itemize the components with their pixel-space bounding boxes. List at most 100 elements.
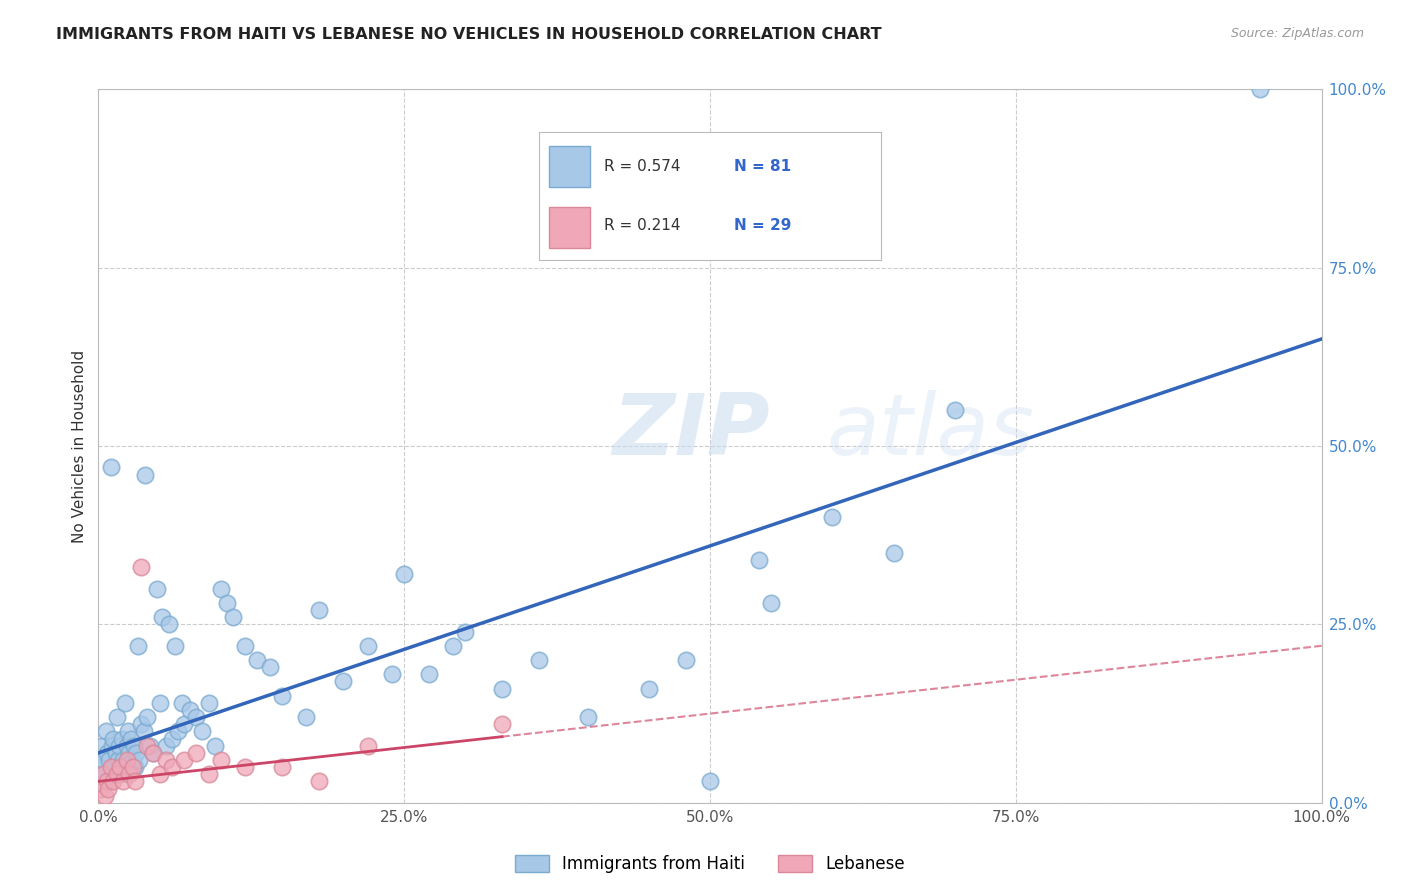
- Text: IMMIGRANTS FROM HAITI VS LEBANESE NO VEHICLES IN HOUSEHOLD CORRELATION CHART: IMMIGRANTS FROM HAITI VS LEBANESE NO VEH…: [56, 27, 882, 42]
- Point: [197, 767, 219, 781]
- Point: [576, 710, 599, 724]
- Point: [209, 753, 232, 767]
- Point: [204, 739, 226, 753]
- Point: [121, 760, 143, 774]
- Point: [139, 739, 162, 753]
- Text: Source: ZipAtlas.com: Source: ZipAtlas.com: [1230, 27, 1364, 40]
- Point: [233, 639, 256, 653]
- Point: [748, 553, 770, 567]
- Point: [108, 739, 131, 753]
- Point: [222, 610, 245, 624]
- Point: [129, 560, 152, 574]
- Point: [157, 617, 180, 632]
- Point: [104, 746, 127, 760]
- Point: [233, 760, 256, 774]
- Point: [115, 753, 138, 767]
- Point: [167, 724, 190, 739]
- Point: [91, 753, 114, 767]
- Text: atlas: atlas: [827, 390, 1035, 474]
- Point: [699, 774, 721, 789]
- Point: [115, 739, 138, 753]
- Point: [111, 731, 134, 746]
- Point: [173, 717, 195, 731]
- Point: [98, 753, 121, 767]
- Point: [90, 781, 112, 796]
- Point: [101, 774, 124, 789]
- Point: [93, 767, 115, 781]
- Point: [91, 767, 114, 781]
- Point: [418, 667, 440, 681]
- Point: [149, 767, 172, 781]
- Point: [491, 681, 513, 696]
- Y-axis label: No Vehicles in Household: No Vehicles in Household: [72, 350, 87, 542]
- Point: [209, 582, 232, 596]
- Point: [107, 753, 129, 767]
- Point: [155, 739, 177, 753]
- Point: [120, 731, 142, 746]
- Point: [101, 739, 124, 753]
- Point: [105, 767, 128, 781]
- Point: [332, 674, 354, 689]
- Point: [160, 731, 183, 746]
- Point: [155, 753, 177, 767]
- Point: [356, 739, 378, 753]
- Point: [94, 724, 117, 739]
- Point: [110, 767, 132, 781]
- Point: [103, 760, 125, 774]
- Point: [149, 696, 172, 710]
- Point: [454, 624, 477, 639]
- Point: [150, 610, 173, 624]
- Point: [100, 460, 122, 475]
- Point: [170, 696, 193, 710]
- Point: [136, 710, 159, 724]
- Point: [191, 724, 214, 739]
- Point: [110, 760, 132, 774]
- Point: [134, 467, 156, 482]
- Point: [381, 667, 404, 681]
- Point: [146, 582, 169, 596]
- Point: [120, 760, 142, 774]
- Point: [128, 753, 150, 767]
- Legend: Immigrants from Haiti, Lebanese: Immigrants from Haiti, Lebanese: [509, 848, 911, 880]
- Point: [259, 660, 281, 674]
- Point: [97, 774, 120, 789]
- Point: [356, 639, 378, 653]
- Point: [215, 596, 238, 610]
- Point: [111, 753, 134, 767]
- Point: [124, 760, 146, 774]
- Point: [136, 739, 159, 753]
- Point: [441, 639, 464, 653]
- Point: [186, 746, 208, 760]
- Text: ZIP: ZIP: [612, 390, 770, 474]
- Point: [165, 639, 187, 653]
- Point: [93, 789, 115, 803]
- Point: [129, 717, 152, 731]
- Point: [142, 746, 165, 760]
- Point: [197, 696, 219, 710]
- Point: [295, 710, 318, 724]
- Point: [638, 681, 661, 696]
- Point: [118, 767, 141, 781]
- Point: [96, 774, 118, 789]
- Point: [308, 603, 330, 617]
- Point: [125, 746, 148, 760]
- Point: [124, 774, 146, 789]
- Point: [112, 760, 135, 774]
- Point: [270, 689, 294, 703]
- Point: [105, 710, 128, 724]
- Point: [132, 724, 155, 739]
- Point: [118, 746, 141, 760]
- Point: [122, 739, 145, 753]
- Point: [111, 774, 134, 789]
- Point: [270, 760, 294, 774]
- Point: [97, 781, 120, 796]
- Point: [246, 653, 269, 667]
- Point: [91, 739, 114, 753]
- Point: [392, 567, 416, 582]
- Point: [943, 403, 966, 417]
- Point: [100, 760, 122, 774]
- Point: [761, 596, 783, 610]
- Point: [101, 731, 124, 746]
- Point: [96, 746, 118, 760]
- Point: [127, 639, 149, 653]
